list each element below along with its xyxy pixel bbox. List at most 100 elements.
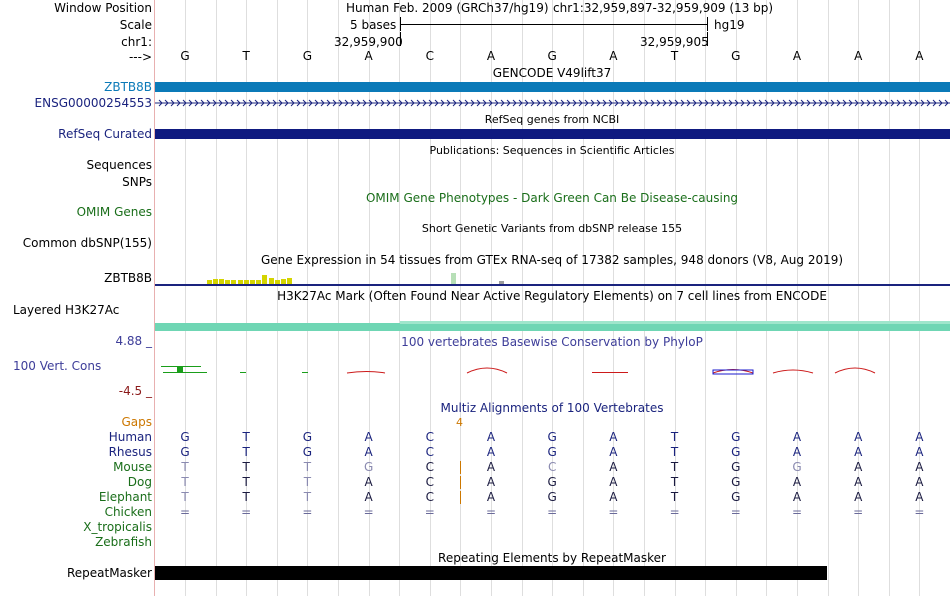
gtex-tissue-bar[interactable]	[499, 281, 504, 284]
phylop-plot[interactable]	[155, 362, 950, 378]
dbsnp-label[interactable]: Common dbSNP(155)	[22, 236, 152, 250]
gencode-transcript-label[interactable]: ENSG00000254553	[34, 96, 152, 110]
transcript-strand-arrow	[734, 99, 739, 107]
alignment-base: G	[547, 490, 557, 504]
transcript-strand-arrow	[908, 99, 913, 107]
sequence-base: A	[609, 49, 618, 63]
snps-label[interactable]: SNPs	[122, 175, 152, 189]
transcript-strand-arrow	[230, 99, 235, 107]
transcript-strand-arrow	[260, 99, 265, 107]
alignment-base: A	[854, 490, 863, 504]
gtex-tissue-bar[interactable]	[250, 280, 255, 284]
sequence-base: A	[792, 49, 802, 63]
h3k27ac-signal-peak	[400, 321, 950, 324]
transcript-strand-arrow	[308, 99, 313, 107]
species-label[interactable]: Zebrafish	[95, 535, 152, 549]
alignment-base: A	[854, 460, 863, 474]
sequence-base: T	[242, 49, 250, 63]
alignment-base: G	[180, 445, 190, 459]
transcript-strand-arrow	[884, 99, 889, 107]
species-label[interactable]: Elephant	[98, 490, 152, 504]
phylop-mark-2	[177, 367, 183, 372]
phylop-label[interactable]: 100 Vert. Cons	[13, 359, 102, 373]
gtex-plot[interactable]	[155, 268, 950, 284]
gtex-tissue-bar[interactable]	[287, 278, 293, 284]
transcript-strand-arrow	[242, 99, 247, 107]
transcript-strand-arrow	[344, 99, 349, 107]
gtex-baseline	[155, 284, 950, 286]
transcript-strand-arrow	[938, 99, 943, 107]
transcript-strand-arrow	[878, 99, 883, 107]
alignment-base: G	[180, 430, 190, 444]
gtex-tissue-bar[interactable]	[212, 279, 218, 284]
pubs-sequences-label[interactable]: Sequences	[86, 158, 152, 172]
alignment-base: =	[241, 505, 252, 519]
gencode-gene-feature[interactable]	[155, 82, 950, 92]
gtex-tissue-bar[interactable]	[281, 279, 286, 284]
transcript-strand-arrow	[332, 99, 337, 107]
species-label[interactable]: Human	[108, 430, 152, 444]
transcript-strand-arrow	[278, 99, 283, 107]
species-label[interactable]: Dog	[127, 475, 152, 489]
alignment-base: T	[181, 490, 189, 504]
h3k27ac-label[interactable]: Layered H3K27Ac	[13, 303, 120, 317]
alignment-gap-mark	[460, 491, 461, 504]
gencode-gene-label[interactable]: ZBTB8B	[104, 80, 152, 94]
repeatmasker-label[interactable]: RepeatMasker	[66, 566, 152, 580]
gtex-tissue-bar[interactable]	[231, 280, 237, 284]
gencode-transcript-feature[interactable]	[155, 98, 950, 108]
grid-center-line	[613, 0, 615, 596]
grid-boundary-line	[276, 0, 278, 596]
transcript-strand-arrow	[404, 99, 409, 107]
alignment-base: A	[486, 430, 496, 444]
transcript-strand-arrow	[632, 99, 637, 107]
transcript-strand-arrow	[644, 99, 649, 107]
transcript-strand-arrow	[518, 99, 523, 107]
transcript-strand-arrow	[284, 99, 289, 107]
transcript-strand-arrow	[668, 99, 673, 107]
assembly-text: Human Feb. 2009 (GRCh37/hg19)	[346, 1, 549, 15]
species-label[interactable]: Chicken	[104, 505, 152, 519]
gtex-tissue-bar[interactable]	[225, 280, 231, 284]
grid-boundary-line	[338, 0, 339, 596]
alignment-base: G	[547, 430, 557, 444]
h3k27ac-signal[interactable]	[155, 323, 950, 331]
grid-center-line	[307, 0, 309, 596]
alignment-gap-mark	[460, 461, 461, 474]
alignment-base: =	[730, 505, 741, 519]
transcript-strand-arrow	[704, 99, 709, 107]
grid-center-line	[491, 0, 492, 596]
repeatmasker-feature[interactable]	[155, 566, 827, 580]
omim-genes-label[interactable]: OMIM Genes	[76, 205, 152, 219]
transcript-strand-arrow	[368, 99, 373, 107]
transcript-strand-arrow	[860, 99, 865, 107]
transcript-strand-arrow	[176, 99, 181, 107]
refseq-curated-label[interactable]: RefSeq Curated	[58, 127, 152, 141]
transcript-strand-arrow	[476, 99, 481, 107]
gtex-tissue-bar[interactable]	[274, 280, 280, 284]
alignment-base: T	[242, 445, 250, 459]
gtex-tissue-bar[interactable]	[451, 273, 456, 284]
chrom-label: chr1:	[121, 35, 152, 49]
gtex-gene-label[interactable]: ZBTB8B	[104, 271, 152, 285]
gtex-tissue-bar[interactable]	[256, 280, 262, 284]
gtex-tissue-bar[interactable]	[268, 278, 274, 284]
phylop-mark-10	[712, 369, 754, 375]
gtex-tissue-bar[interactable]	[219, 279, 224, 284]
transcript-strand-arrow	[458, 99, 463, 107]
refseq-feature[interactable]	[155, 129, 950, 139]
transcript-strand-arrow	[428, 99, 433, 107]
gtex-tissue-bar[interactable]	[243, 280, 249, 284]
transcript-strand-arrow	[470, 99, 475, 107]
transcript-strand-arrow	[422, 99, 427, 107]
gtex-tissue-bar[interactable]	[237, 280, 243, 284]
transcript-strand-arrow	[596, 99, 601, 107]
species-label[interactable]: X_tropicalis	[83, 520, 152, 534]
species-label[interactable]: Rhesus	[108, 445, 152, 459]
alignment-base: A	[486, 445, 496, 459]
grid-boundary-line	[705, 0, 707, 596]
gtex-tissue-bar[interactable]	[262, 275, 268, 284]
species-label[interactable]: Mouse	[113, 460, 152, 474]
gtex-tissue-bar[interactable]	[206, 280, 212, 284]
